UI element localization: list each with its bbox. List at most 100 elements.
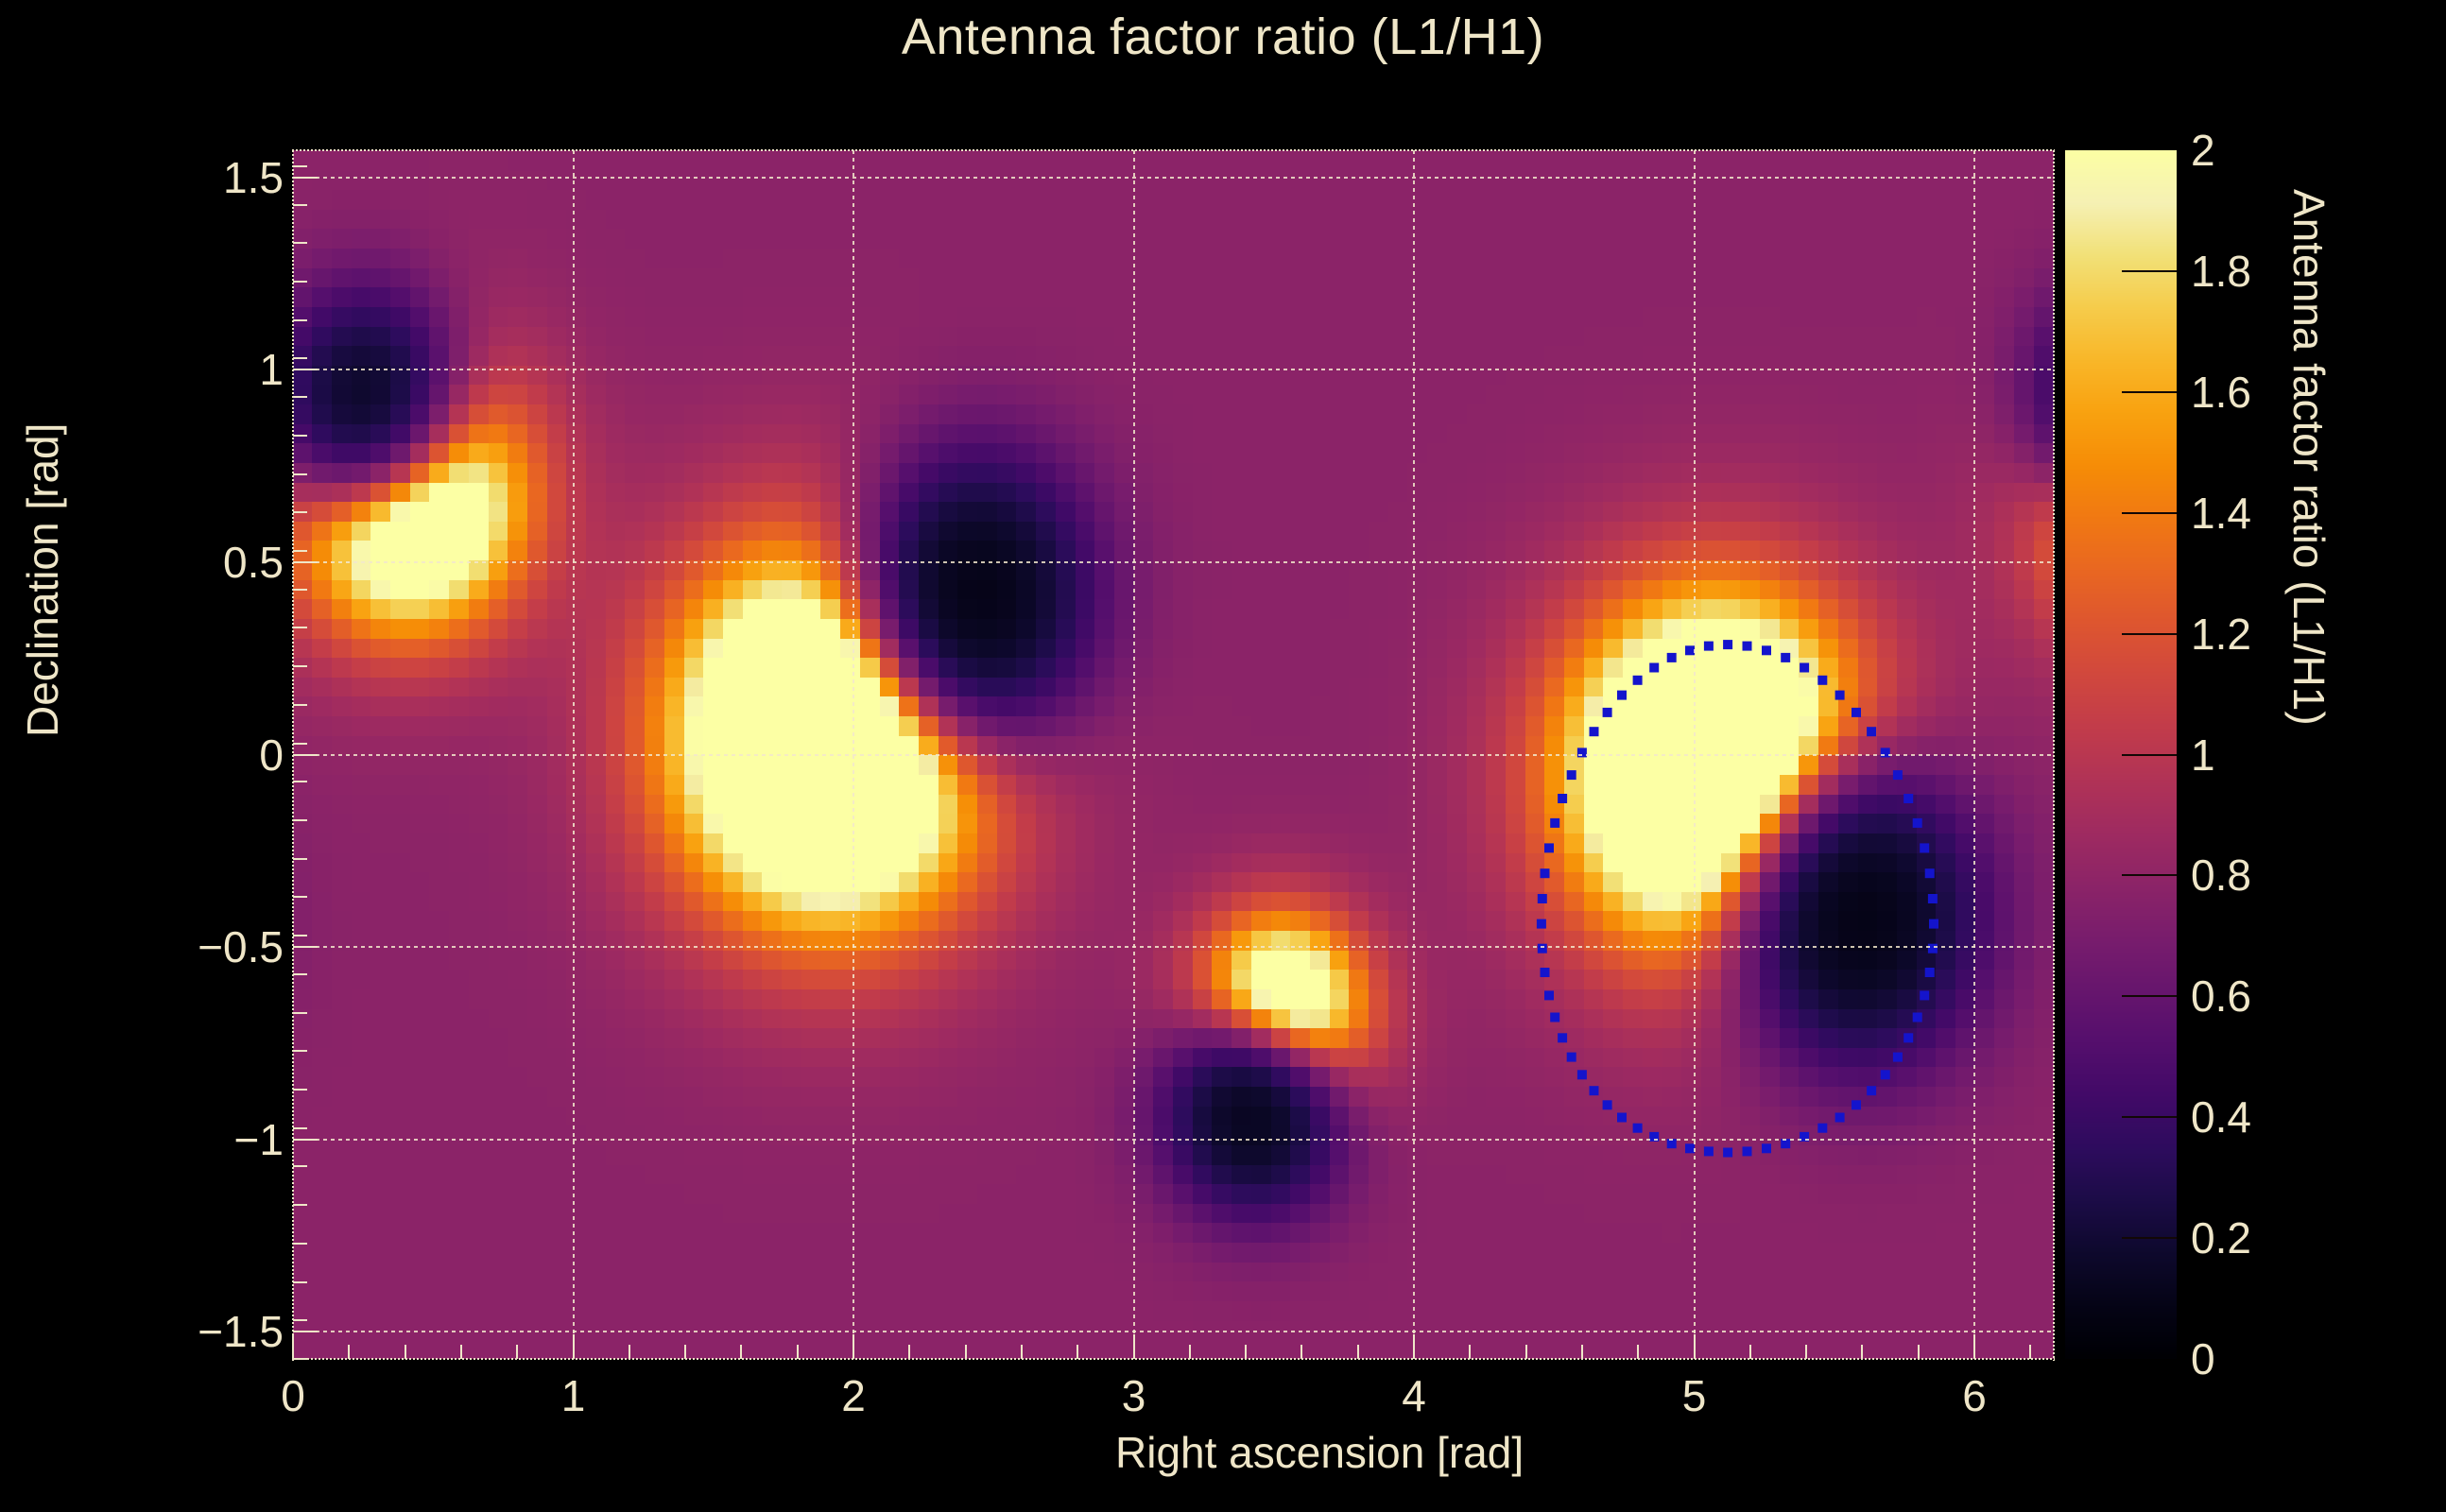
x-axis-tick-label-2: 2 [841,1371,866,1420]
contour-point [1880,1070,1890,1080]
colorbar-title: Antenna factor ratio (L1/H1) [2284,189,2334,726]
x-axis-tick-minor [1861,1345,1864,1359]
contour-point [1834,690,1845,700]
gridline-vertical [1973,150,1976,1359]
contour-point [1566,1052,1576,1062]
contour-point [1685,1143,1695,1154]
gridline-horizontal [293,753,2053,756]
contour-point [1929,919,1938,929]
x-axis-tick-minor [348,1345,351,1359]
contour-point [1852,1100,1861,1110]
y-axis-tick-minor [293,434,307,437]
contour-point [1558,794,1568,803]
gridline-horizontal [293,560,2053,563]
gridline-horizontal [293,369,2053,371]
gridline-horizontal [293,1138,2053,1141]
contour-point [1576,1070,1587,1080]
y-axis-tick-minor [293,1280,307,1283]
colorbar-tick [2122,995,2177,998]
x-axis-tick-minor [684,1345,687,1359]
y-axis-line-right [2053,150,2055,1361]
y-axis-tick-minor [293,1089,307,1091]
contour-point [1903,1033,1914,1043]
contour-point [1589,1086,1599,1096]
x-axis-tick-minor [908,1345,911,1359]
contour-point [1632,675,1643,685]
y-axis-tick-major [293,1138,318,1141]
y-axis-tick-minor [293,627,307,629]
colorbar-tick-label-0: 2 [2191,126,2215,175]
x-axis-tick-label-6: 6 [1962,1371,1987,1420]
x-axis-tick-label-4: 4 [1402,1371,1426,1420]
y-axis-tick-minor [293,665,307,668]
y-axis-line [292,150,294,1361]
contour-point [1558,1033,1568,1043]
y-axis-tick-minor [293,742,307,745]
x-axis-tick-minor [459,1345,462,1359]
y-axis-tick-minor [293,703,307,706]
contour-point [1666,652,1677,662]
gridline-vertical [1132,150,1135,1359]
x-axis-tick-minor [1580,1345,1583,1359]
y-axis-tick-major [293,1331,318,1333]
y-axis-tick-minor [293,1204,307,1207]
y-axis-tick-minor [293,511,307,514]
x-axis-tick-minor [1077,1345,1079,1359]
colorbar-tick-label-9: 0.2 [2191,1213,2251,1263]
y-axis-tick-minor [293,203,307,206]
y-axis-tick-minor [293,588,307,591]
colorbar-tick-label-1: 1.8 [2191,246,2251,296]
contour-point [1903,794,1914,803]
x-axis-tick-minor [1748,1345,1751,1359]
y-axis-tick-major [293,946,318,949]
contour-point [1781,1139,1791,1149]
y-axis-tick-minor [293,781,307,783]
contour-point [1834,1112,1845,1123]
y-axis-tick-label-4: −0.5 [198,922,284,972]
contour-point [1867,1086,1877,1096]
x-axis-tick-minor [1301,1345,1303,1359]
contour-point [1852,707,1861,717]
gridline-vertical [1693,150,1696,1359]
colorbar-tick-label-6: 0.8 [2191,850,2251,901]
contour-point [1617,1112,1627,1123]
contour-point [1537,943,1547,954]
x-axis-tick-major [1973,1334,1976,1359]
y-axis-tick-minor [293,857,307,860]
gridline-vertical [1413,150,1416,1359]
x-axis-tick-minor [796,1345,799,1359]
contour-point [1544,990,1554,1001]
y-axis-tick-minor [293,1011,307,1014]
colorbar-tick-label-10: 0 [2191,1334,2215,1383]
x-axis-tick-minor [516,1345,519,1359]
x-axis-tick-minor [628,1345,630,1359]
contour-point [1892,770,1903,781]
colorbar-tick-label-2: 1.6 [2191,367,2251,417]
x-axis-tick-major [1693,1334,1696,1359]
contour-point [1920,843,1930,853]
contour-overlay [1536,640,1938,1158]
contour-point [1927,894,1938,903]
x-axis-tick-minor [1805,1345,1808,1359]
x-axis-tick-minor [1245,1345,1248,1359]
y-axis-tick-minor [293,1358,307,1360]
contour-point [1800,1131,1810,1142]
colorbar-tick [2122,1116,2177,1119]
x-axis-tick-major [1132,1334,1135,1359]
contour-point [1602,707,1612,717]
x-axis-tick-major [292,1334,294,1359]
contour-point [1912,1012,1922,1022]
contour-point [1540,968,1550,977]
y-axis-tick-minor [293,896,307,899]
contour-point [1666,1139,1677,1149]
x-axis-tick-minor [1469,1345,1472,1359]
y-axis-tick-minor [293,1242,307,1245]
contour-point [1742,641,1752,651]
x-axis-line [292,1358,2055,1360]
colorbar-tick [2122,269,2177,272]
x-axis-tick-minor [1020,1345,1023,1359]
x-axis-tick-minor [2029,1345,2032,1359]
y-axis-tick-minor [293,935,307,937]
y-axis-tick-minor [293,164,307,167]
